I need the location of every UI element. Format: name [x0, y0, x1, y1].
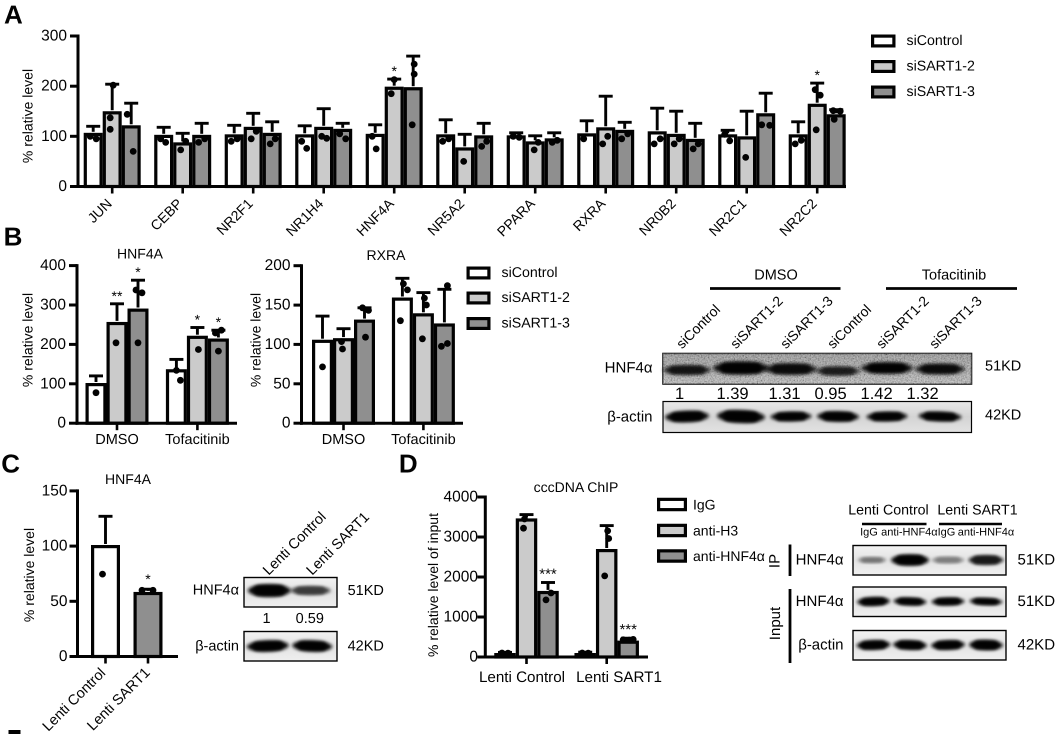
svg-text:siControl: siControl	[907, 33, 963, 49]
svg-text:HNF4α: HNF4α	[605, 360, 653, 377]
svg-text:150: 150	[42, 482, 68, 499]
svg-text:Tofacitinib: Tofacitinib	[391, 432, 455, 448]
svg-text:HNF4A: HNF4A	[105, 471, 152, 487]
svg-text:1.42: 1.42	[861, 385, 893, 403]
svg-text:HNF4α: HNF4α	[193, 583, 239, 599]
svg-text:150: 150	[265, 297, 291, 314]
svg-text:IgG: IgG	[860, 527, 878, 539]
svg-text:51KD: 51KD	[1018, 552, 1056, 569]
svg-text:1.32: 1.32	[907, 385, 939, 403]
svg-text:Lenti Control: Lenti Control	[848, 503, 928, 519]
svg-text:42KD: 42KD	[1018, 637, 1056, 654]
svg-text:*: *	[216, 314, 222, 330]
svg-text:Lenti SART1: Lenti SART1	[576, 669, 662, 686]
svg-text:Tofacitinib: Tofacitinib	[922, 268, 986, 284]
svg-text:IgG: IgG	[938, 527, 956, 539]
svg-text:0: 0	[57, 415, 66, 432]
svg-text:β-actin: β-actin	[798, 637, 843, 654]
svg-text:400: 400	[40, 257, 66, 274]
svg-text:A: A	[4, 0, 23, 30]
svg-text:4000: 4000	[444, 489, 479, 506]
svg-text:% relative level: % relative level	[21, 528, 37, 622]
svg-text:*: *	[145, 571, 151, 587]
svg-text:anti-HNF4α: anti-HNF4α	[881, 527, 938, 539]
svg-text:100: 100	[41, 128, 67, 145]
svg-text:HNF4A: HNF4A	[117, 246, 164, 262]
svg-text:**: **	[112, 288, 123, 304]
svg-text:51KD: 51KD	[1018, 593, 1056, 610]
svg-text:IP: IP	[767, 554, 784, 568]
svg-text:*: *	[814, 67, 820, 83]
svg-text:200: 200	[41, 78, 67, 95]
svg-text:siSART1-2: siSART1-2	[907, 59, 975, 75]
svg-text:siControl: siControl	[502, 265, 558, 281]
svg-text:0: 0	[58, 178, 67, 195]
svg-text:50: 50	[273, 375, 291, 392]
svg-text:anti-HNF4α: anti-HNF4α	[958, 527, 1015, 539]
svg-text:DMSO: DMSO	[322, 432, 366, 448]
svg-text:0: 0	[282, 415, 291, 432]
svg-text:anti-H3: anti-H3	[693, 523, 738, 539]
svg-text:anti-HNF4α: anti-HNF4α	[693, 548, 765, 564]
svg-text:HNF4α: HNF4α	[796, 552, 844, 569]
svg-text:50: 50	[50, 593, 68, 610]
svg-text:51KD: 51KD	[348, 583, 384, 599]
svg-text:β-actin: β-actin	[195, 638, 239, 654]
svg-text:***: ***	[539, 566, 557, 583]
svg-text:% relative level: % relative level	[20, 293, 36, 387]
svg-text:DMSO: DMSO	[754, 268, 798, 284]
svg-text:% relative level: % relative level	[248, 293, 264, 387]
svg-text:Tofacitinib: Tofacitinib	[165, 432, 229, 448]
svg-text:200: 200	[265, 257, 291, 274]
svg-text:51KD: 51KD	[985, 359, 1021, 375]
svg-text:B: B	[4, 222, 23, 252]
svg-text:*: *	[135, 264, 141, 280]
svg-text:42KD: 42KD	[985, 408, 1021, 424]
svg-text:0: 0	[59, 648, 68, 665]
svg-text:1000: 1000	[444, 609, 479, 626]
svg-text:siSART1-3: siSART1-3	[502, 316, 570, 332]
svg-text:3000: 3000	[444, 529, 479, 546]
svg-text:HNF4α: HNF4α	[796, 593, 844, 610]
svg-text:RXRA: RXRA	[367, 247, 407, 263]
svg-text:Lenti Control: Lenti Control	[479, 669, 565, 686]
svg-text:Lenti SART1: Lenti SART1	[937, 503, 1017, 519]
svg-text:1.39: 1.39	[716, 385, 748, 403]
svg-text:Input: Input	[767, 606, 784, 640]
svg-text:IgG: IgG	[693, 497, 716, 513]
svg-text:siSART1-3: siSART1-3	[907, 84, 975, 100]
svg-text:% relative level of input: % relative level of input	[425, 513, 441, 657]
svg-text:1.31: 1.31	[768, 385, 800, 403]
svg-text:42KD: 42KD	[348, 638, 384, 654]
svg-text:siSART1-2: siSART1-2	[502, 290, 570, 306]
svg-text:0.59: 0.59	[296, 611, 324, 627]
svg-text:% relative level: % relative level	[20, 69, 36, 163]
svg-text:2000: 2000	[444, 569, 479, 586]
svg-text:1: 1	[675, 385, 684, 403]
svg-text:β-actin: β-actin	[607, 409, 652, 426]
svg-text:DMSO: DMSO	[95, 432, 139, 448]
svg-text:D: D	[399, 448, 418, 478]
svg-text:cccDNA ChIP: cccDNA ChIP	[534, 479, 619, 495]
svg-text:C: C	[1, 449, 20, 479]
svg-text:0.95: 0.95	[815, 385, 847, 403]
svg-text:200: 200	[40, 336, 66, 353]
svg-text:300: 300	[40, 297, 66, 314]
svg-text:*: *	[195, 312, 201, 328]
svg-text:300: 300	[41, 28, 67, 45]
svg-text:***: ***	[619, 622, 637, 639]
svg-text:100: 100	[40, 375, 66, 392]
svg-text:1: 1	[263, 611, 271, 627]
svg-text:100: 100	[42, 538, 68, 555]
svg-text:100: 100	[265, 336, 291, 353]
svg-text:*: *	[391, 63, 397, 79]
svg-text:0: 0	[469, 649, 478, 666]
